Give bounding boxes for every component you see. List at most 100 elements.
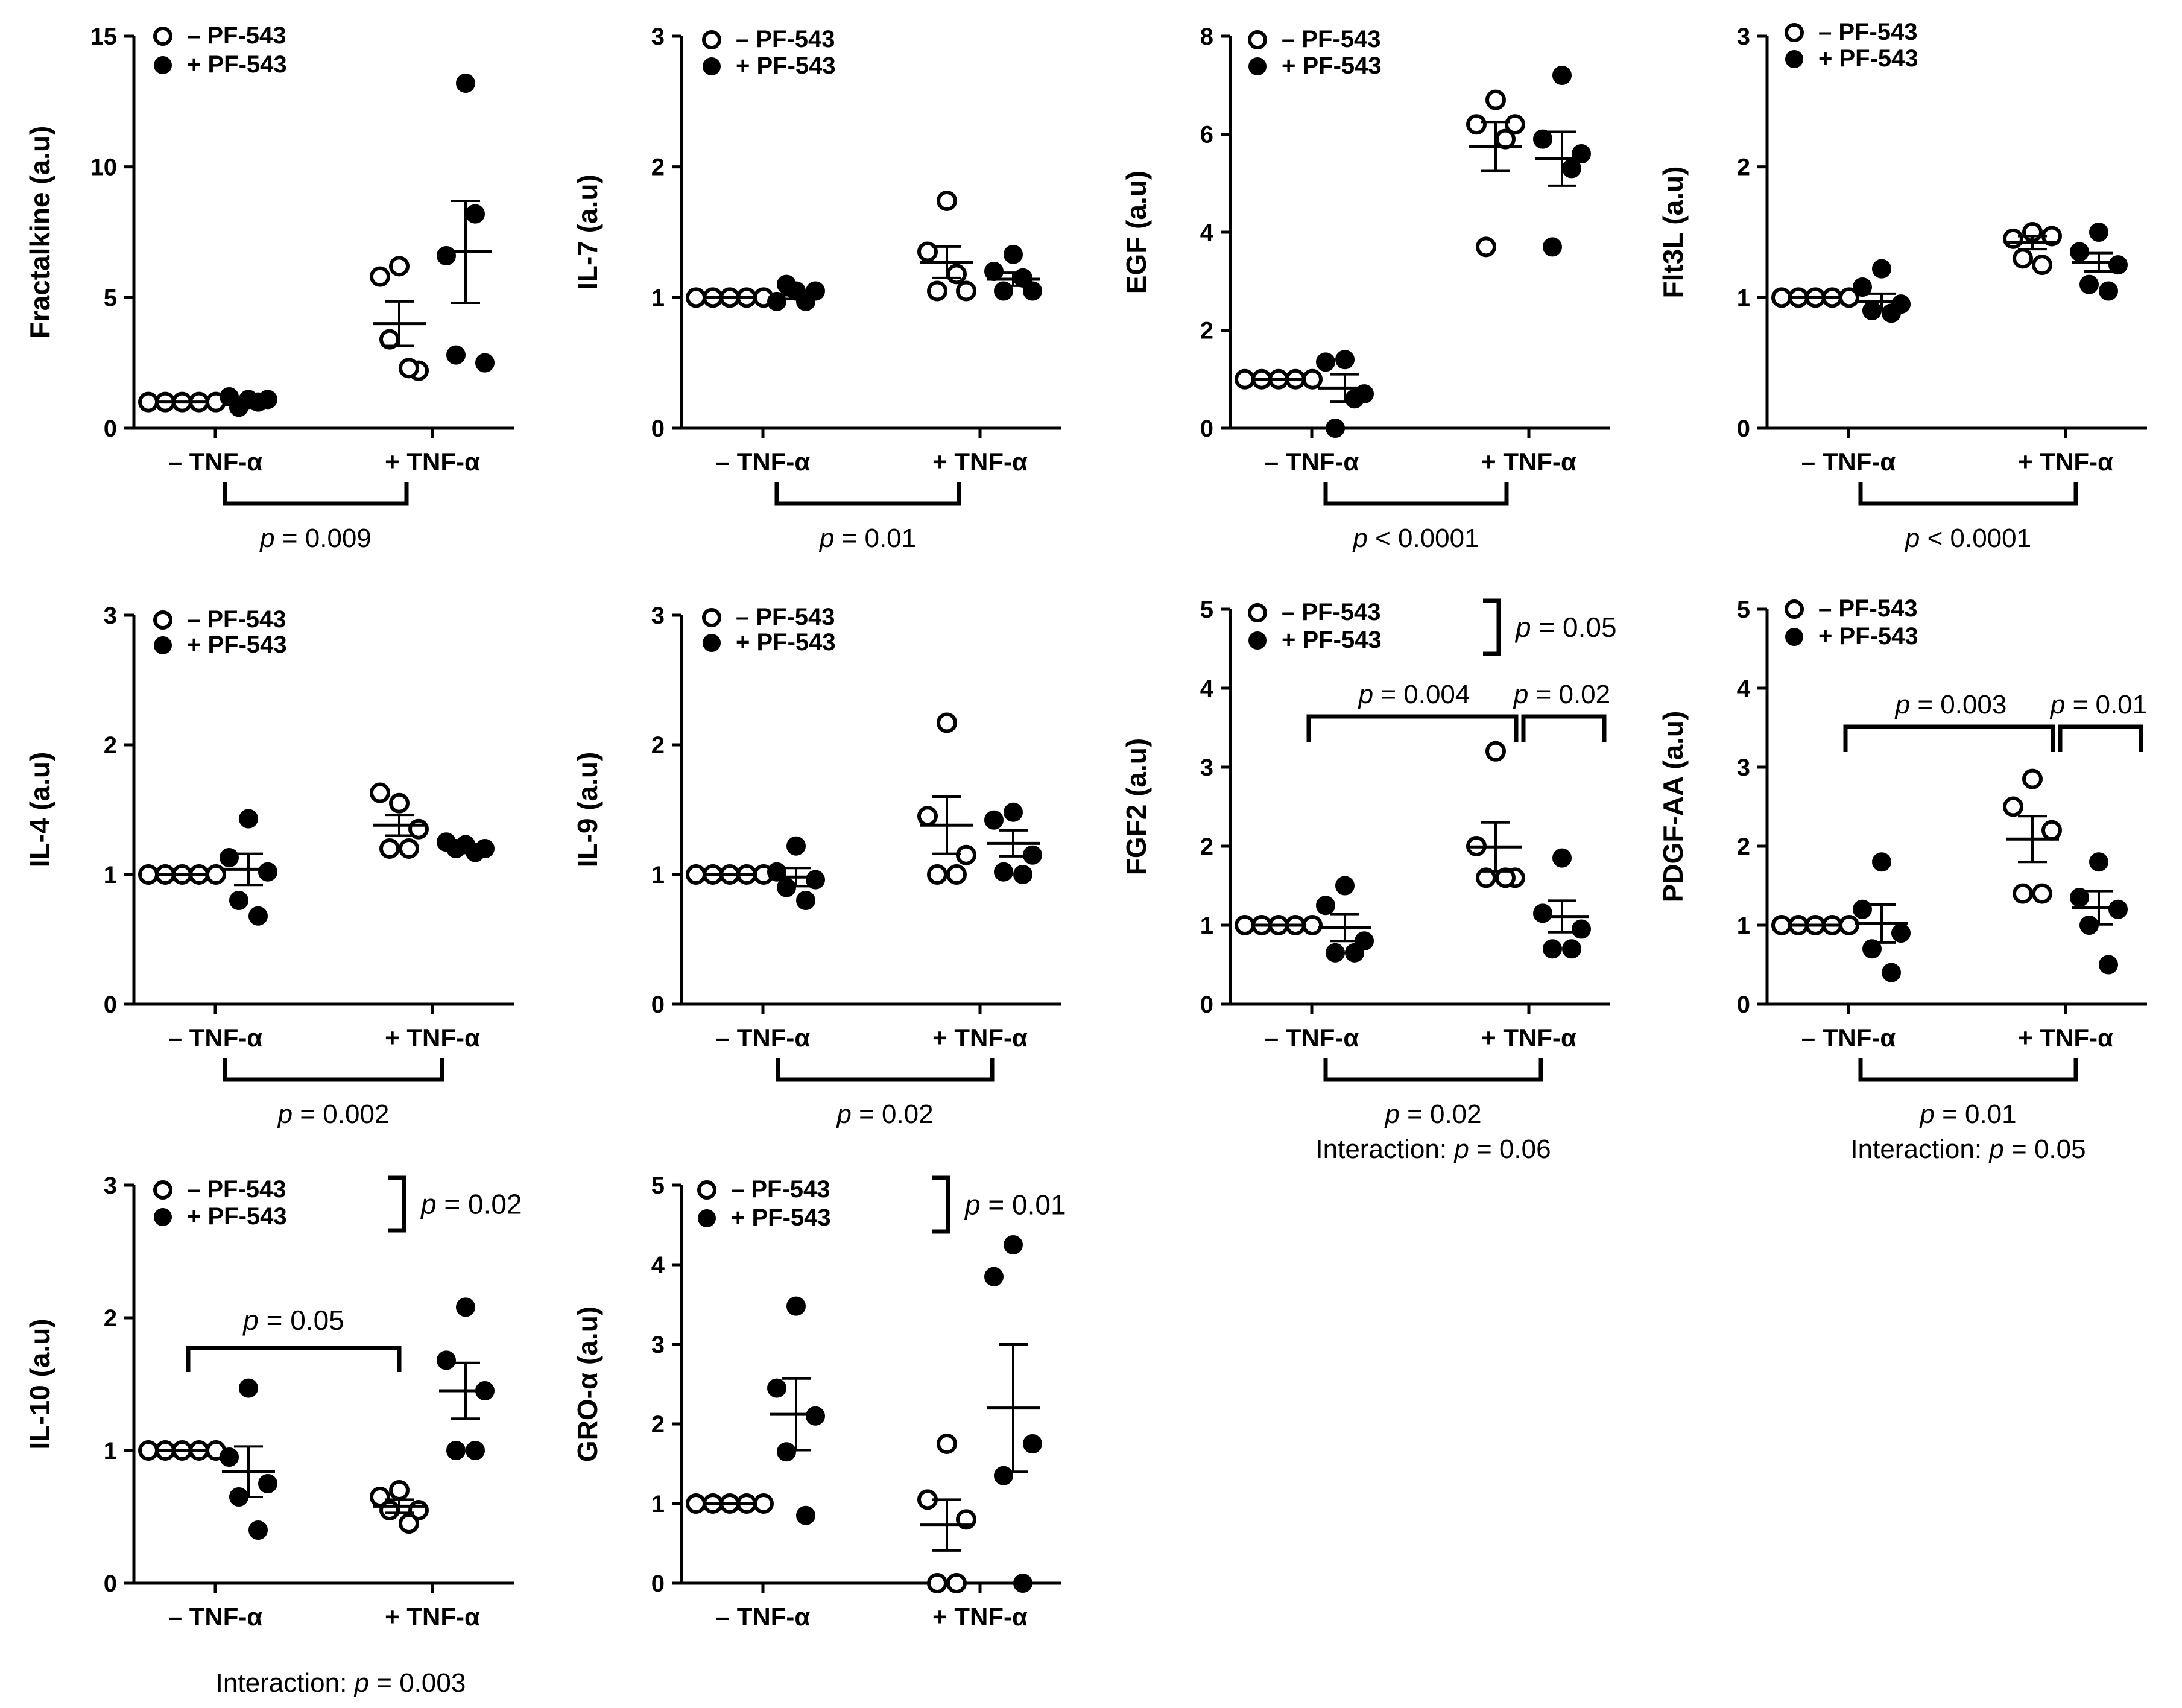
data-point-filled xyxy=(258,1474,277,1493)
y-tick-label: 0 xyxy=(104,416,117,442)
pf543-effect-bracket xyxy=(1483,598,1501,656)
tnf-effect-label: p < 0.0001 xyxy=(1352,523,1479,553)
data-point-filled xyxy=(248,1520,268,1540)
p-symbol: p xyxy=(420,1189,437,1220)
data-point-filled xyxy=(1533,903,1552,923)
y-tick-label: 6 xyxy=(1200,122,1213,148)
chart-fgf2: 0 1 2 3 4 5 – TNF-α + TNF-α FGF2 (a.u) – PF-543+ … xyxy=(1121,596,1617,1164)
chart-il4: 0 1 2 3 – TNF-α + TNF-α IL-4 (a.u) – PF-543+ PF… xyxy=(24,603,514,1129)
y-tick-label: 3 xyxy=(104,603,117,629)
y-tick-label: 0 xyxy=(651,992,665,1018)
legend-label-plus: + PF-543 xyxy=(1818,623,1918,650)
p-value: = 0.02 xyxy=(1528,680,1610,709)
p-symbol: p xyxy=(1988,1134,2003,1164)
x-tick-label: + TNF-α xyxy=(385,1602,480,1631)
y-axis-label: EGF (a.u) xyxy=(1121,171,1152,294)
data-point-open xyxy=(927,1573,947,1593)
data-point-open xyxy=(946,264,967,285)
pf543-effect-bracket xyxy=(932,1175,950,1234)
pairwise-bracket-left xyxy=(1843,724,2055,752)
data-point-open xyxy=(2041,820,2062,841)
data-point-filled xyxy=(1872,259,1891,279)
y-tick-label: 1 xyxy=(1200,913,1213,939)
legend-marker-filled xyxy=(1248,631,1267,650)
x-tick-label: – TNF-α xyxy=(716,1602,811,1631)
x-tick-label: – TNF-α xyxy=(168,1602,263,1631)
data-point-filled xyxy=(220,1447,239,1467)
data-point-filled xyxy=(1872,852,1891,872)
tnf-effect-label: p = 0.01 xyxy=(818,523,916,553)
x-tick-label: – TNF-α xyxy=(168,448,263,476)
data-point-filled xyxy=(806,1406,825,1426)
data-point-open xyxy=(138,864,159,885)
data-point-open xyxy=(1485,741,1506,762)
legend-label-minus: – PF-543 xyxy=(187,1176,286,1203)
data-point-filled xyxy=(2108,255,2128,275)
data-point-filled xyxy=(1335,350,1355,370)
p-value: = 0.01 xyxy=(1935,1099,2017,1129)
data-point-open xyxy=(379,838,400,859)
legend-label-minus: – PF-543 xyxy=(731,1176,830,1203)
y-tick-label: 2 xyxy=(1200,318,1213,344)
x-tick-label: – TNF-α xyxy=(168,1023,263,1052)
legend-label-plus: + PF-543 xyxy=(187,51,287,78)
data-point-open xyxy=(1839,915,1859,935)
tnf-effect-label: p = 0.01 xyxy=(1918,1099,2016,1129)
data-point-open xyxy=(399,1513,419,1534)
y-tick-label: 0 xyxy=(1737,416,1750,442)
legend-marker-open xyxy=(702,608,721,627)
legend-label-minus: – PF-543 xyxy=(1282,599,1381,625)
chart-pdgfaa: 0 1 2 3 4 5 – TNF-α + TNF-α PDGF-AA (a.u) – PF-54… xyxy=(1657,595,2147,1164)
data-point-filled xyxy=(1316,896,1335,916)
y-tick-label: 2 xyxy=(1200,833,1213,860)
y-tick-label: 2 xyxy=(651,1411,665,1438)
data-point-filled xyxy=(1023,845,1042,865)
x-tick-label: – TNF-α xyxy=(1265,448,1359,476)
y-tick-label: 2 xyxy=(104,732,117,759)
data-point-filled xyxy=(1335,876,1355,896)
chart-il7: 0 1 2 3 – TNF-α + TNF-α IL-7 (a.u) – PF-543+ PF… xyxy=(572,24,1061,553)
data-point-filled xyxy=(1345,389,1364,409)
y-axis-label: IL-9 (a.u) xyxy=(572,752,603,868)
y-tick-label: 1 xyxy=(104,862,117,888)
legend-label-plus: + PF-543 xyxy=(736,52,836,79)
data-point-filled xyxy=(456,74,475,93)
y-tick-label: 2 xyxy=(651,732,665,759)
legend-label-minus: – PF-543 xyxy=(1818,595,1918,622)
data-point-open xyxy=(1235,368,1255,390)
x-tick-label: + TNF-α xyxy=(385,448,480,476)
x-tick-label: – TNF-α xyxy=(1801,1023,1896,1052)
p-symbol: p xyxy=(1358,680,1373,709)
x-tick-label: + TNF-α xyxy=(2018,1023,2113,1052)
data-point-open xyxy=(1476,236,1496,258)
legend-marker-filled xyxy=(154,56,172,74)
y-tick-label: 4 xyxy=(651,1252,665,1279)
chart-flt3l: 0 1 2 3 – TNF-α + TNF-α Flt3L (a.u) – PF-543+ P… xyxy=(1657,19,2147,553)
interaction-label: Interaction: p = 0.05 xyxy=(1850,1134,2086,1164)
legend-marker-open xyxy=(1785,23,1804,42)
y-tick-label: 5 xyxy=(104,285,117,311)
data-point-filled xyxy=(1572,919,1591,939)
p-value: = 0.009 xyxy=(275,523,372,553)
pf543-effect-label: p = 0.02 xyxy=(420,1189,522,1220)
x-tick-label: + TNF-α xyxy=(932,1602,1028,1631)
pf543-effect-bracket xyxy=(388,1175,406,1233)
legend-label-minus: – PF-543 xyxy=(187,22,286,49)
pairwise-label-right: p = 0.01 xyxy=(2049,690,2147,720)
data-point-open xyxy=(937,1434,957,1454)
data-point-filled xyxy=(1316,352,1335,372)
y-tick-label: 3 xyxy=(651,603,665,629)
pairwise-label-mid: p = 0.05 xyxy=(242,1305,344,1336)
data-point-filled xyxy=(767,291,786,311)
data-point-open xyxy=(370,782,390,803)
data-point-filled xyxy=(777,1442,796,1462)
chart-il10: 0 1 2 3 – TNF-α + TNF-α IL-10 (a.u) – PF-543+ P… xyxy=(24,1172,522,1698)
p-symbol: p xyxy=(242,1305,259,1336)
data-point-open xyxy=(917,806,938,827)
data-point-filled xyxy=(456,1297,475,1317)
data-point-open xyxy=(2032,883,2052,904)
y-tick-label: 0 xyxy=(104,992,117,1018)
data-point-filled xyxy=(220,848,239,868)
interaction-label: Interaction: p = 0.06 xyxy=(1315,1134,1551,1164)
tnf-effect-bracket xyxy=(223,482,409,506)
